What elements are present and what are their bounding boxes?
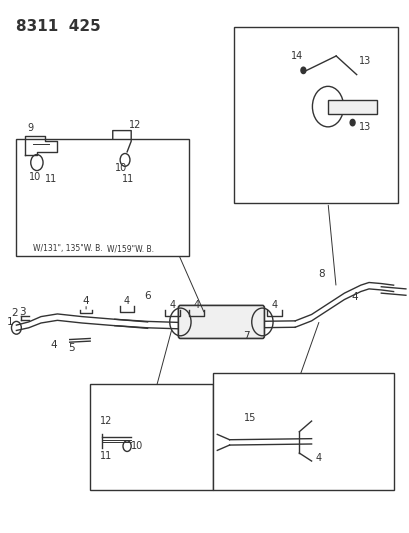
Text: 1: 1 — [7, 318, 13, 327]
Bar — [213, 373, 393, 490]
Text: 10: 10 — [115, 163, 127, 173]
Text: 11: 11 — [45, 174, 57, 183]
Bar — [327, 100, 376, 114]
Text: 4: 4 — [124, 296, 130, 306]
Text: 10: 10 — [29, 172, 41, 182]
Text: 11: 11 — [121, 174, 134, 183]
Text: 13: 13 — [358, 122, 370, 132]
Text: W/131", 135"W. B.: W/131", 135"W. B. — [33, 244, 102, 253]
Text: 2: 2 — [11, 308, 18, 318]
Text: 15: 15 — [243, 414, 256, 423]
Bar — [90, 384, 213, 490]
Text: 4: 4 — [271, 300, 277, 310]
Text: 7: 7 — [242, 331, 249, 341]
Text: 8: 8 — [318, 270, 324, 279]
Text: 4: 4 — [50, 341, 56, 350]
Text: 4: 4 — [169, 300, 175, 310]
Text: 6: 6 — [144, 291, 151, 301]
Bar — [233, 27, 397, 203]
FancyBboxPatch shape — [178, 305, 264, 338]
Text: 4: 4 — [351, 293, 357, 302]
Text: 8311  425: 8311 425 — [16, 19, 101, 34]
Text: 4: 4 — [315, 454, 321, 463]
Text: 13: 13 — [358, 56, 370, 66]
Text: W/159"W. B.: W/159"W. B. — [106, 244, 153, 253]
Text: 4: 4 — [83, 296, 89, 306]
Text: 11: 11 — [100, 451, 112, 461]
Text: 14: 14 — [290, 51, 303, 61]
Text: 10: 10 — [131, 441, 143, 451]
Text: 4: 4 — [193, 300, 199, 310]
Circle shape — [300, 67, 305, 74]
Text: 3: 3 — [19, 307, 26, 317]
Circle shape — [349, 119, 354, 126]
Text: 12: 12 — [129, 120, 141, 130]
Bar — [16, 139, 188, 256]
Text: 9: 9 — [28, 123, 34, 133]
Text: 5: 5 — [68, 343, 75, 352]
Text: 12: 12 — [100, 416, 112, 426]
